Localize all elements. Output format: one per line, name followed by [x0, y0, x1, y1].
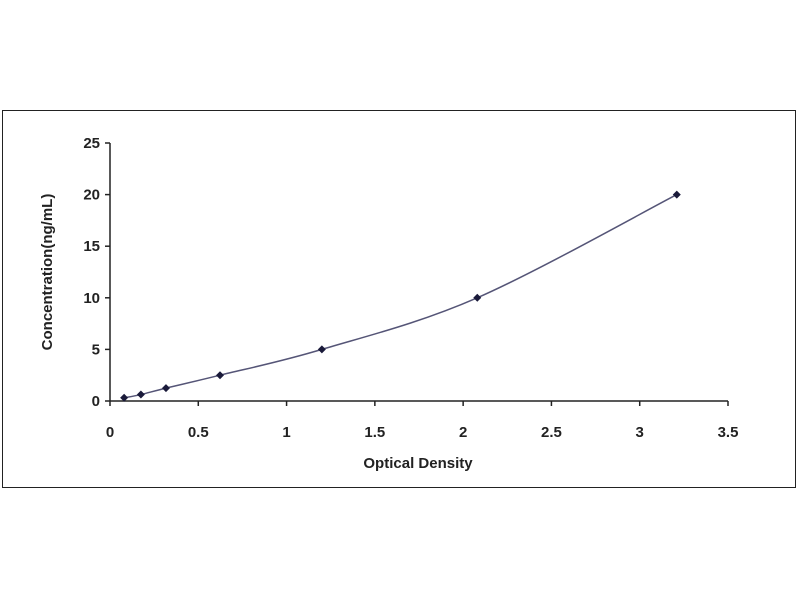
y-tick-label: 10: [83, 290, 100, 307]
data-point: [672, 190, 681, 199]
x-axis-label: Optical Density: [363, 455, 473, 472]
y-tick-label: 15: [83, 238, 100, 255]
y-tick-label: 5: [92, 341, 100, 358]
x-tick-label: 2.5: [541, 424, 562, 441]
y-tick-label: 20: [83, 187, 100, 204]
x-tick-label: 0.5: [188, 424, 209, 441]
x-tick-label: 1.5: [364, 424, 385, 441]
x-tick-label: 0: [106, 424, 114, 441]
y-tick-label: 25: [83, 135, 100, 152]
chart-frame: [2, 110, 796, 488]
y-tick-label: 0: [92, 393, 100, 410]
data-point: [161, 384, 170, 393]
data-point: [120, 393, 129, 402]
data-point: [136, 390, 145, 399]
x-tick-label: 3: [636, 424, 644, 441]
fit-curve: [123, 193, 678, 399]
x-tick-label: 1: [282, 424, 290, 441]
data-point: [216, 371, 225, 380]
data-point: [317, 345, 326, 354]
y-axis-label: Concentration(ng/mL): [39, 194, 56, 351]
x-tick-label: 2: [459, 424, 467, 441]
x-tick-label: 3.5: [718, 424, 739, 441]
data-point: [473, 293, 482, 302]
